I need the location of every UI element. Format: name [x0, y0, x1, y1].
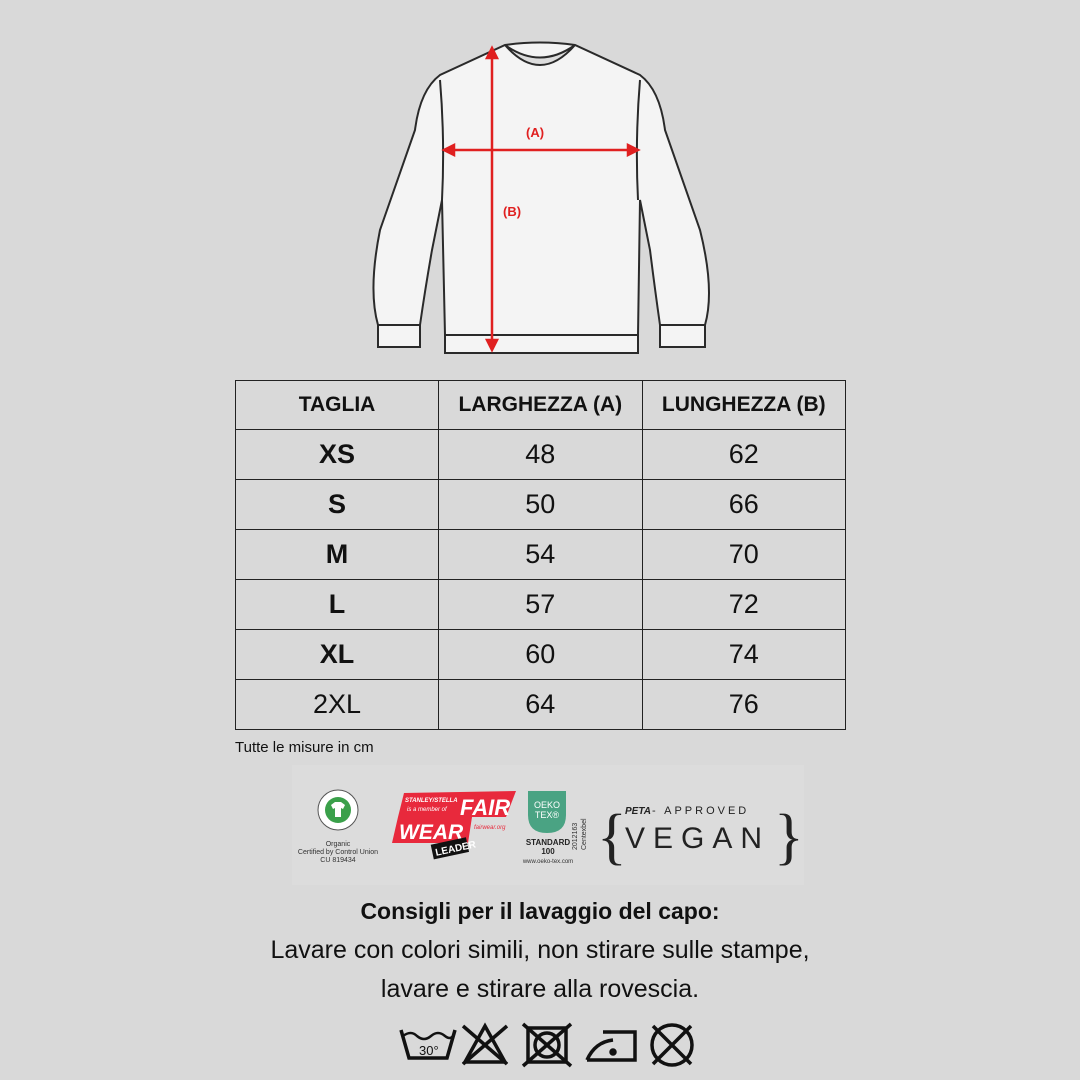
size-cell: 2XL: [234, 679, 440, 730]
care-title: Consigli per il lavaggio del capo:: [360, 898, 720, 924]
length-cell: 66: [641, 479, 847, 530]
oekotex-logo: OEKO TEX® STANDARD 100 www.oeko-tex.com …: [522, 791, 588, 865]
table-row: XS 48 62: [234, 429, 847, 480]
no-tumble-dry-icon: [521, 1022, 573, 1068]
fairwear-logo: STANLEY/STELLA is a member of FAIR WEAR …: [392, 791, 516, 860]
size-cell: S: [234, 479, 440, 530]
length-cell: 74: [641, 629, 847, 680]
iron-low-icon: [585, 1030, 637, 1062]
svg-text:{: {: [597, 803, 627, 871]
width-cell: 57: [438, 579, 643, 630]
sweater-diagram: (A) (B): [372, 41, 710, 354]
certification-logos: Organic Certified by Control Union CU 81…: [292, 765, 804, 885]
length-cell: 72: [641, 579, 847, 630]
size-cell: L: [234, 579, 440, 630]
table-row: XL 60 74: [234, 629, 847, 680]
care-line-2: lavare e stirare alla rovescia.: [380, 975, 700, 1003]
size-cell: M: [234, 529, 440, 580]
svg-text:2012163: 2012163: [572, 823, 579, 850]
svg-text:TEX®: TEX®: [535, 810, 560, 820]
table-row: S 50 66: [234, 479, 847, 530]
care-icons: 30°: [399, 1022, 694, 1068]
length-cell: 70: [641, 529, 847, 580]
size-cell: XS: [234, 429, 440, 480]
svg-text:}: }: [774, 803, 804, 871]
svg-text:PETA: PETA: [625, 806, 651, 817]
svg-text:WEAR: WEAR: [399, 821, 464, 844]
svg-text:OEKO: OEKO: [534, 800, 560, 810]
label-b: (B): [503, 204, 521, 219]
svg-text:www.oeko-tex.com: www.oeko-tex.com: [522, 859, 573, 865]
size-cell: XL: [234, 629, 440, 680]
no-bleach-icon: [461, 1022, 509, 1066]
header-size: TAGLIA: [234, 380, 440, 430]
svg-text:fairwear.org: fairwear.org: [474, 825, 506, 831]
header-length: LUNGHEZZA (B): [641, 380, 847, 430]
width-cell: 48: [438, 429, 643, 480]
peta-vegan-logo: { } PETA - APPROVED VEGAN: [597, 803, 804, 871]
table-row: L 57 72: [234, 579, 847, 630]
svg-text:- APPROVED: - APPROVED: [652, 805, 749, 817]
units-note: Tutte le misure in cm: [235, 739, 374, 756]
width-cell: 60: [438, 629, 643, 680]
svg-text:100: 100: [541, 847, 555, 856]
table-row: 2XL 64 76: [234, 679, 847, 730]
width-cell: 64: [438, 679, 643, 730]
svg-text:Centexbel: Centexbel: [581, 818, 588, 850]
wash-30-icon: 30°: [399, 1029, 457, 1060]
width-cell: 50: [438, 479, 643, 530]
no-dry-clean-icon: [650, 1023, 694, 1067]
header-width: LARGHEZZA (A): [438, 380, 643, 430]
svg-text:30°: 30°: [419, 1043, 439, 1058]
length-cell: 76: [641, 679, 847, 730]
length-cell: 62: [641, 429, 847, 480]
svg-text:Certified by Control Union: Certified by Control Union: [298, 849, 378, 856]
svg-text:VEGAN: VEGAN: [625, 822, 770, 855]
width-cell: 54: [438, 529, 643, 580]
svg-text:is a member of: is a member of: [407, 807, 448, 813]
svg-text:STANLEY/STELLA: STANLEY/STELLA: [405, 798, 458, 804]
svg-text:Organic: Organic: [326, 841, 351, 848]
table-row: M 54 70: [234, 529, 847, 580]
size-table: TAGLIA LARGHEZZA (A) LUNGHEZZA (B) XS 48 6…: [234, 380, 847, 730]
svg-text:FAIR: FAIR: [460, 795, 510, 820]
svg-text:CU 819434: CU 819434: [320, 857, 356, 864]
label-a: (A): [526, 125, 544, 140]
svg-text:STANDARD: STANDARD: [526, 838, 571, 847]
gots-logo: Organic Certified by Control Union CU 81…: [298, 789, 378, 864]
care-line-1: Lavare con colori simili, non stirare su…: [270, 936, 810, 964]
table-header-row: TAGLIA LARGHEZZA (A) LUNGHEZZA (B): [234, 380, 847, 430]
